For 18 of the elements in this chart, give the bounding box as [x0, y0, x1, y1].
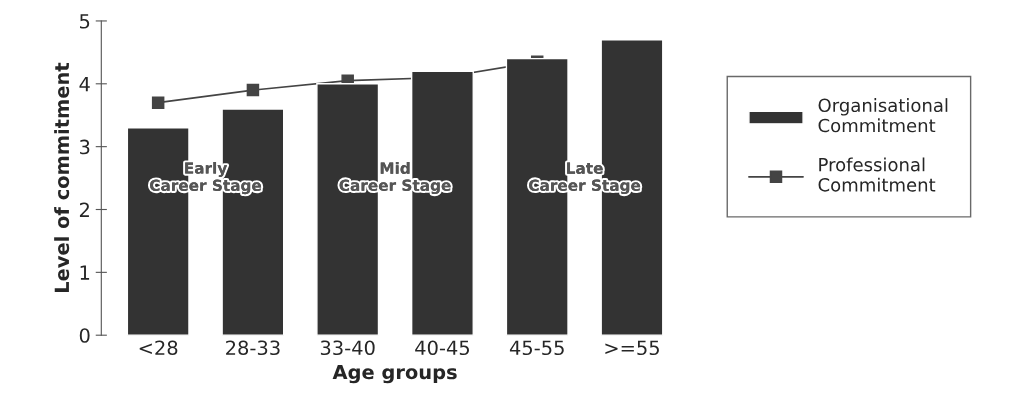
x-tick-label: 28-33	[226, 340, 280, 356]
y-axis-title: Level of commitment	[54, 62, 70, 292]
x-tick-label: 40-45	[415, 340, 469, 356]
y-tick-label: 3	[79, 139, 90, 155]
x-tick-label: <28	[139, 340, 178, 356]
x-tick-label: >=55	[605, 340, 659, 356]
y-tick-label: 5	[80, 14, 90, 29]
y-tick-label: 1	[80, 265, 90, 280]
y-tick-label: 4	[79, 77, 90, 92]
y-tick-label: 2	[79, 202, 89, 217]
point	[151, 96, 165, 109]
legend-label: Organisational Commitment	[818, 98, 948, 133]
x-tick-label: 45-55	[509, 340, 564, 356]
point	[246, 83, 260, 97]
x-tick-label: 33-40	[320, 340, 375, 356]
y-tick-label: 0	[79, 328, 90, 343]
legend-label: Professional Commitment	[818, 157, 936, 192]
x-axis-title: Age groups	[332, 364, 457, 384]
